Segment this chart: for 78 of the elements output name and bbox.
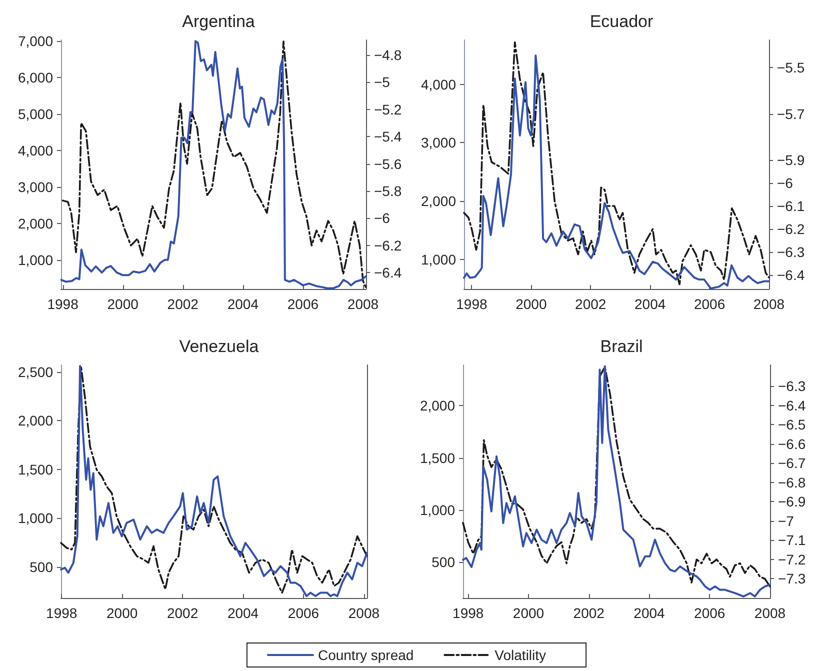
y2-tick-label: −5.2 (374, 101, 402, 118)
x-tick-label: 1998 (452, 605, 484, 621)
y2-tick-label: −5 (374, 74, 390, 90)
x-tick-label: 2008 (754, 605, 786, 621)
y2-tick-label: −6.2 (374, 237, 402, 254)
x-tick-label: 2000 (107, 296, 139, 312)
y2-tick-label: −6.9 (778, 494, 806, 510)
x-tick-label: 2002 (575, 296, 606, 312)
y-tick-label: 2,000 (420, 192, 456, 209)
y2-tick-label: −7.1 (778, 532, 806, 548)
x-tick-label: 2002 (573, 605, 605, 621)
y2-tick-label: −6.4 (778, 397, 806, 414)
y2-tick-label: −5.4 (374, 128, 402, 145)
y2-tick-label: −5.6 (374, 156, 402, 172)
x-tick-label: 2008 (348, 605, 380, 621)
x-tick-label: 2002 (167, 296, 199, 312)
y2-tick-label: −6 (374, 210, 390, 226)
y-tick-label: 1,500 (18, 461, 54, 478)
x-tick-label: 2000 (516, 296, 547, 312)
y2-tick-label: −6.4 (777, 267, 805, 284)
y2-tick-label: −6.2 (777, 221, 805, 238)
y-tick-label: 5,000 (18, 106, 54, 122)
y-tick-label: 1,000 (420, 502, 456, 518)
y2-tick-label: −6.6 (778, 436, 806, 452)
y-tick-label: 2,500 (18, 364, 54, 380)
legend-label: Volatility (494, 647, 546, 663)
y-tick-label: 1,500 (420, 450, 456, 466)
y2-tick-label: −5.5 (777, 60, 805, 76)
y-tick-label: 500 (432, 554, 456, 570)
y2-tick-label: −6.5 (778, 416, 806, 433)
chart-title: Brazil (600, 337, 643, 356)
y2-tick-label: −6.8 (778, 474, 806, 490)
chart-title: Argentina (182, 12, 256, 31)
y-tick-label: 1,000 (18, 252, 54, 268)
x-tick-label: 2000 (106, 605, 138, 621)
x-tick-label: 2008 (753, 296, 785, 312)
chart-title: Venezuela (179, 337, 260, 356)
y2-tick-label: −6 (777, 174, 794, 191)
x-tick-label: 2004 (227, 296, 259, 312)
y2-tick-label: −5.9 (777, 152, 805, 168)
y2-tick-label: −6.3 (778, 378, 806, 394)
x-tick-label: 2006 (694, 296, 726, 312)
y2-tick-label: −6.1 (777, 198, 805, 214)
x-tick-label: 2006 (287, 296, 319, 312)
y-tick-label: 2,000 (420, 398, 456, 414)
x-tick-label: 2006 (288, 605, 320, 621)
y-tick-label: 2,000 (18, 412, 54, 429)
x-tick-label: 2004 (634, 605, 666, 621)
y-tick-label: 3,000 (18, 178, 54, 195)
y2-tick-label: −7 (778, 512, 794, 529)
y2-tick-label: −4.8 (374, 46, 402, 63)
x-tick-label: 2002 (166, 605, 198, 621)
x-tick-label: 2006 (694, 605, 726, 621)
y-tick-label: 3,000 (420, 134, 456, 151)
y2-tick-label: −6.7 (778, 455, 806, 472)
legend-label: Country spread (318, 647, 414, 663)
y-tick-label: 4,000 (420, 76, 456, 92)
y-tick-label: 500 (30, 558, 54, 575)
x-tick-label: 1998 (456, 296, 488, 312)
y2-tick-label: −6.3 (777, 244, 805, 260)
y-tick-label: 1,000 (420, 251, 456, 268)
x-tick-label: 1998 (46, 605, 78, 621)
y2-tick-label: −7.3 (778, 570, 806, 587)
y2-tick-label: −6.4 (374, 264, 402, 281)
x-tick-label: 1998 (47, 296, 79, 312)
x-tick-label: 2008 (347, 296, 379, 312)
x-tick-label: 2000 (512, 605, 544, 621)
y-tick-label: 1,000 (18, 510, 54, 526)
y-tick-label: 7,000 (18, 33, 54, 50)
y-tick-label: 2,000 (18, 215, 54, 232)
x-tick-label: 2004 (634, 296, 666, 312)
y2-tick-label: −5.7 (777, 106, 805, 122)
y-tick-label: 6,000 (18, 70, 54, 86)
y2-tick-label: −5.8 (374, 183, 402, 200)
x-tick-label: 2004 (227, 605, 259, 621)
y2-tick-label: −7.2 (778, 551, 806, 568)
y-tick-label: 4,000 (18, 142, 54, 158)
chart-title: Ecuador (590, 12, 654, 31)
